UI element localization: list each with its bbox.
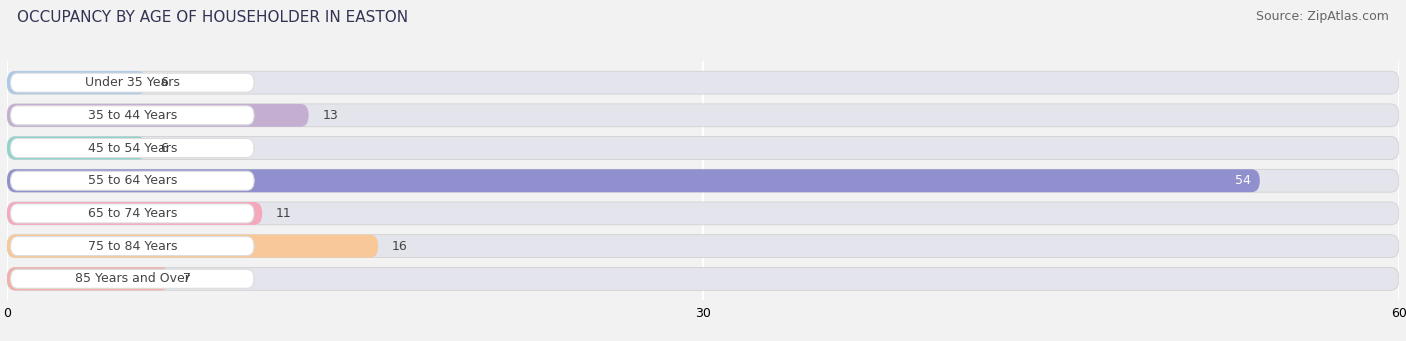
FancyBboxPatch shape — [10, 237, 254, 256]
FancyBboxPatch shape — [7, 235, 1399, 257]
FancyBboxPatch shape — [10, 73, 254, 92]
Text: OCCUPANCY BY AGE OF HOUSEHOLDER IN EASTON: OCCUPANCY BY AGE OF HOUSEHOLDER IN EASTO… — [17, 10, 408, 25]
Text: 45 to 54 Years: 45 to 54 Years — [87, 142, 177, 154]
FancyBboxPatch shape — [7, 137, 1399, 160]
FancyBboxPatch shape — [7, 267, 1399, 290]
FancyBboxPatch shape — [10, 106, 254, 125]
FancyBboxPatch shape — [7, 267, 170, 290]
FancyBboxPatch shape — [7, 137, 146, 160]
Text: 54: 54 — [1234, 174, 1250, 187]
Text: 55 to 64 Years: 55 to 64 Years — [87, 174, 177, 187]
FancyBboxPatch shape — [7, 235, 378, 257]
FancyBboxPatch shape — [7, 202, 262, 225]
FancyBboxPatch shape — [10, 269, 254, 288]
FancyBboxPatch shape — [7, 104, 309, 127]
FancyBboxPatch shape — [7, 71, 1399, 94]
FancyBboxPatch shape — [7, 169, 1260, 192]
FancyBboxPatch shape — [7, 169, 1399, 192]
Text: 6: 6 — [160, 142, 169, 154]
Text: 7: 7 — [183, 272, 191, 285]
Text: 35 to 44 Years: 35 to 44 Years — [87, 109, 177, 122]
Text: 13: 13 — [322, 109, 339, 122]
Text: 75 to 84 Years: 75 to 84 Years — [87, 240, 177, 253]
Text: 11: 11 — [276, 207, 292, 220]
Text: Source: ZipAtlas.com: Source: ZipAtlas.com — [1256, 10, 1389, 23]
FancyBboxPatch shape — [7, 71, 146, 94]
Text: 85 Years and Over: 85 Years and Over — [75, 272, 190, 285]
FancyBboxPatch shape — [10, 138, 254, 158]
Text: 16: 16 — [392, 240, 408, 253]
FancyBboxPatch shape — [10, 171, 254, 190]
FancyBboxPatch shape — [10, 204, 254, 223]
Text: 65 to 74 Years: 65 to 74 Years — [87, 207, 177, 220]
Text: 6: 6 — [160, 76, 169, 89]
FancyBboxPatch shape — [7, 202, 1399, 225]
FancyBboxPatch shape — [7, 104, 1399, 127]
Text: Under 35 Years: Under 35 Years — [84, 76, 180, 89]
